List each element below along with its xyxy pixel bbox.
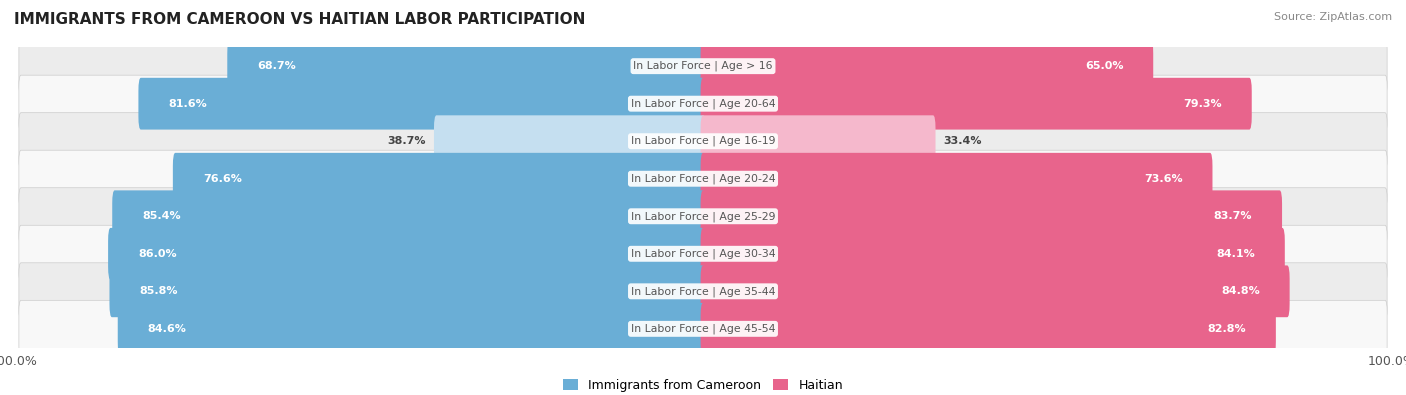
- FancyBboxPatch shape: [18, 300, 1388, 357]
- FancyBboxPatch shape: [700, 78, 1251, 130]
- Text: In Labor Force | Age 20-24: In Labor Force | Age 20-24: [631, 173, 775, 184]
- FancyBboxPatch shape: [110, 265, 706, 317]
- Text: 82.8%: 82.8%: [1208, 324, 1246, 334]
- FancyBboxPatch shape: [18, 225, 1388, 282]
- FancyBboxPatch shape: [18, 113, 1388, 170]
- FancyBboxPatch shape: [700, 265, 1289, 317]
- FancyBboxPatch shape: [700, 40, 1153, 92]
- FancyBboxPatch shape: [18, 188, 1388, 245]
- Text: 79.3%: 79.3%: [1182, 99, 1222, 109]
- FancyBboxPatch shape: [700, 228, 1285, 280]
- Text: In Labor Force | Age > 16: In Labor Force | Age > 16: [633, 61, 773, 71]
- FancyBboxPatch shape: [18, 150, 1388, 207]
- Text: 76.6%: 76.6%: [202, 174, 242, 184]
- Text: In Labor Force | Age 25-29: In Labor Force | Age 25-29: [631, 211, 775, 222]
- FancyBboxPatch shape: [434, 115, 706, 167]
- FancyBboxPatch shape: [700, 115, 935, 167]
- Text: In Labor Force | Age 30-34: In Labor Force | Age 30-34: [631, 248, 775, 259]
- FancyBboxPatch shape: [18, 263, 1388, 320]
- FancyBboxPatch shape: [112, 190, 706, 242]
- Text: IMMIGRANTS FROM CAMEROON VS HAITIAN LABOR PARTICIPATION: IMMIGRANTS FROM CAMEROON VS HAITIAN LABO…: [14, 12, 585, 27]
- Text: 33.4%: 33.4%: [943, 136, 981, 146]
- FancyBboxPatch shape: [700, 190, 1282, 242]
- Text: 85.8%: 85.8%: [139, 286, 179, 296]
- FancyBboxPatch shape: [138, 78, 706, 130]
- Text: 73.6%: 73.6%: [1144, 174, 1182, 184]
- Text: 65.0%: 65.0%: [1085, 61, 1123, 71]
- Text: 84.1%: 84.1%: [1216, 249, 1254, 259]
- FancyBboxPatch shape: [118, 303, 706, 355]
- Text: In Labor Force | Age 20-64: In Labor Force | Age 20-64: [631, 98, 775, 109]
- FancyBboxPatch shape: [228, 40, 706, 92]
- Text: 86.0%: 86.0%: [138, 249, 177, 259]
- Text: 85.4%: 85.4%: [142, 211, 181, 221]
- FancyBboxPatch shape: [700, 303, 1275, 355]
- Text: 84.6%: 84.6%: [148, 324, 187, 334]
- FancyBboxPatch shape: [18, 38, 1388, 95]
- Text: In Labor Force | Age 35-44: In Labor Force | Age 35-44: [631, 286, 775, 297]
- Legend: Immigrants from Cameroon, Haitian: Immigrants from Cameroon, Haitian: [560, 375, 846, 395]
- Text: In Labor Force | Age 45-54: In Labor Force | Age 45-54: [631, 324, 775, 334]
- Text: 68.7%: 68.7%: [257, 61, 297, 71]
- Text: 38.7%: 38.7%: [388, 136, 426, 146]
- Text: 83.7%: 83.7%: [1213, 211, 1253, 221]
- Text: 81.6%: 81.6%: [169, 99, 207, 109]
- Text: 84.8%: 84.8%: [1220, 286, 1260, 296]
- FancyBboxPatch shape: [108, 228, 706, 280]
- FancyBboxPatch shape: [700, 153, 1212, 205]
- Text: In Labor Force | Age 16-19: In Labor Force | Age 16-19: [631, 136, 775, 147]
- FancyBboxPatch shape: [18, 75, 1388, 132]
- FancyBboxPatch shape: [173, 153, 706, 205]
- Text: Source: ZipAtlas.com: Source: ZipAtlas.com: [1274, 12, 1392, 22]
